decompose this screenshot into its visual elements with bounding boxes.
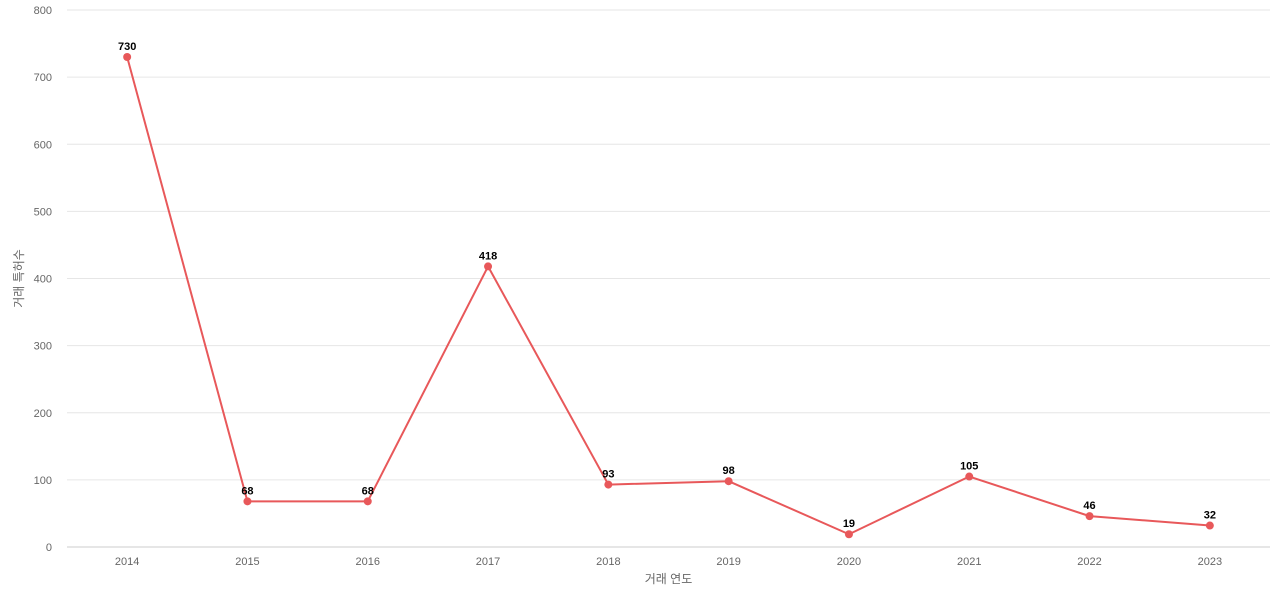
y-axis-title: 거래 특허수 (12, 249, 26, 308)
data-point[interactable] (123, 52, 132, 61)
x-tick-label: 2018 (596, 556, 620, 568)
data-point[interactable] (1205, 521, 1214, 530)
y-tick-label: 0 (46, 542, 52, 554)
data-label: 418 (479, 250, 497, 262)
data-label: 98 (723, 465, 735, 477)
y-axis-ticks: 0 100 200 300 400 500 600 700 800 (34, 5, 52, 554)
y-tick-label: 200 (34, 408, 52, 420)
x-tick-label: 2019 (716, 556, 740, 568)
data-label: 19 (843, 518, 855, 530)
data-point[interactable] (965, 472, 974, 481)
data-label: 46 (1083, 500, 1095, 512)
x-tick-label: 2016 (356, 556, 380, 568)
series-line (126, 56, 1210, 536)
x-tick-label: 2015 (235, 556, 259, 568)
y-tick-label: 600 (34, 139, 52, 151)
data-point[interactable] (724, 477, 733, 486)
data-point[interactable] (604, 480, 613, 489)
data-point[interactable] (1085, 512, 1094, 521)
data-label: 68 (241, 485, 253, 497)
data-point[interactable] (484, 262, 493, 271)
x-tick-label: 2021 (957, 556, 981, 568)
y-tick-label: 400 (34, 274, 52, 286)
series-layer (123, 52, 1214, 539)
data-label: 93 (602, 469, 614, 481)
x-axis-title: 거래 연도 (645, 572, 693, 586)
grid-lines (67, 9, 1270, 548)
y-tick-label: 700 (34, 72, 52, 84)
y-tick-label: 800 (34, 5, 52, 17)
data-point[interactable] (844, 530, 853, 539)
y-tick-label: 300 (34, 341, 52, 353)
x-tick-label: 2014 (115, 556, 139, 568)
data-point[interactable] (243, 497, 252, 506)
y-tick-label: 500 (34, 206, 52, 218)
data-label: 730 (118, 41, 136, 53)
x-axis-ticks: 2014 2015 2016 2017 2018 2019 2020 2021 2022 2023 (115, 556, 1222, 568)
data-label: 32 (1204, 510, 1216, 522)
y-tick-label: 100 (34, 475, 52, 487)
data-label: 105 (960, 461, 978, 473)
data-point[interactable] (363, 497, 372, 506)
data-labels: 730 68 68 418 93 98 19 105 46 32 (118, 41, 1216, 530)
x-tick-label: 2017 (476, 556, 500, 568)
x-tick-label: 2022 (1077, 556, 1101, 568)
data-label: 68 (362, 485, 374, 497)
x-tick-label: 2023 (1198, 556, 1222, 568)
x-tick-label: 2020 (837, 556, 861, 568)
